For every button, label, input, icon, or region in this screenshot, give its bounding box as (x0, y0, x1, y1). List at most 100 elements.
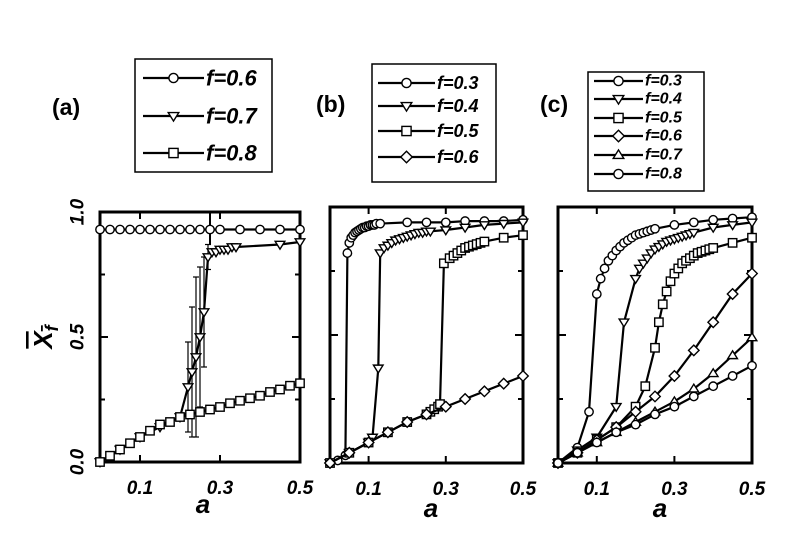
data-point (229, 243, 243, 253)
data-point (629, 274, 642, 285)
data-point (640, 381, 651, 392)
data-point (648, 390, 662, 403)
series-f=0.5 (553, 232, 757, 468)
data-point (518, 230, 528, 241)
data-point (478, 221, 491, 231)
data-point (478, 385, 491, 398)
data-point (630, 419, 641, 430)
data-point (591, 437, 602, 448)
series-line (557, 272, 753, 464)
data-point (726, 221, 739, 231)
data-point (708, 214, 719, 225)
legend-label: f=0.4 (645, 91, 682, 108)
data-point (255, 390, 265, 401)
data-point (497, 377, 510, 390)
data-point (255, 224, 265, 235)
legend-marker (401, 77, 412, 89)
data-point (633, 264, 646, 275)
legend-label: f=0.7 (206, 104, 259, 129)
data-point (343, 446, 356, 459)
data-point (668, 369, 681, 383)
data-point (458, 392, 472, 406)
data-point (516, 369, 530, 383)
data-point (747, 360, 757, 371)
data-point (498, 232, 509, 243)
series-f=0.6 (323, 369, 530, 470)
data-point (189, 353, 203, 363)
data-point (572, 447, 583, 458)
data-point (193, 333, 207, 343)
x-tick-label: 0.5 (287, 478, 314, 499)
data-point (145, 425, 155, 436)
data-point (610, 402, 623, 413)
data-point (402, 217, 413, 228)
data-point (295, 224, 305, 235)
y-tick-label: 1.0 (68, 198, 89, 225)
series-f=0.8 (95, 378, 305, 467)
legend-marker (168, 72, 179, 84)
legend-label: f=0.5 (437, 121, 480, 141)
data-point (420, 408, 433, 421)
data-point (155, 419, 165, 430)
data-point (115, 224, 125, 235)
legend-label: f=0.3 (437, 73, 479, 93)
data-point (650, 223, 660, 234)
x-tick-label: 0.3 (433, 479, 460, 500)
data-point (657, 299, 668, 310)
data-point (185, 409, 195, 420)
legend-label: f=0.6 (206, 66, 258, 91)
legend: f=0.3 f=0.4 f=0.5 f=0.6 (371, 63, 497, 183)
legend-marker (613, 75, 624, 87)
data-point (135, 432, 145, 442)
data-point (599, 263, 610, 274)
series-f=0.6 (95, 224, 305, 235)
data-point (688, 391, 699, 402)
data-point (653, 317, 664, 328)
data-point (245, 393, 255, 404)
data-point (135, 224, 145, 235)
series-line (329, 234, 524, 464)
series-f=0.5 (325, 230, 528, 468)
axes-frame (328, 205, 525, 465)
data-point (175, 412, 185, 422)
legend-label: f=0.8 (645, 166, 682, 183)
series-line (329, 218, 524, 465)
data-point (185, 224, 195, 235)
data-point (95, 457, 105, 467)
data-point (275, 224, 285, 235)
data-point (197, 308, 211, 318)
legend-label: f=0.5 (645, 110, 683, 127)
data-point (181, 383, 195, 393)
data-point (459, 223, 472, 234)
data-point (439, 400, 453, 413)
data-point (145, 224, 155, 235)
x-axis-label: a (653, 493, 667, 523)
data-point (595, 273, 606, 284)
data-point (201, 253, 215, 263)
data-point (424, 227, 437, 238)
data-point (438, 258, 449, 269)
data-point (726, 349, 739, 360)
legend-marker (399, 101, 414, 113)
data-point (669, 220, 680, 230)
series-f=0.4 (323, 218, 530, 469)
legend-marker (611, 94, 626, 106)
legend-marker (611, 129, 626, 143)
panel-0 (93, 210, 307, 468)
data-point (650, 409, 660, 420)
data-point (165, 224, 175, 235)
data-point (273, 240, 287, 251)
data-point (115, 444, 125, 455)
data-point (727, 371, 738, 381)
data-point (295, 378, 305, 389)
data-point (195, 407, 205, 417)
data-point (421, 217, 432, 228)
data-point (688, 217, 699, 228)
data-point (225, 398, 235, 409)
data-point (584, 406, 594, 417)
data-point (726, 287, 739, 301)
legend-marker (613, 168, 624, 180)
y-axis-label-main: X (28, 330, 58, 351)
data-point (745, 331, 759, 342)
y-tick-label: 0.5 (68, 323, 89, 350)
